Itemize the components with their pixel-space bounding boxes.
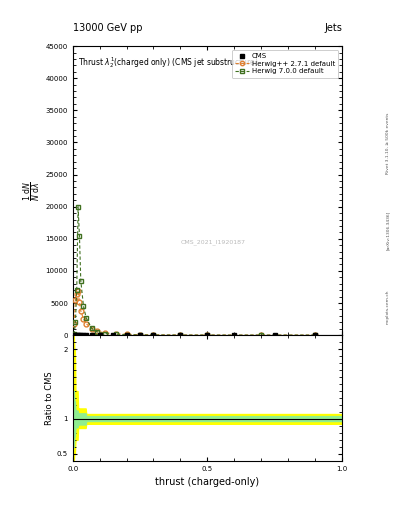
CMS — [76, 332, 81, 338]
Herwig 7.0.0 default — [138, 332, 142, 338]
Herwig 7.0.0 default — [72, 331, 76, 337]
CMS — [74, 332, 79, 338]
Herwig 7.0.0 default — [74, 287, 79, 293]
Herwig 7.0.0 default — [79, 278, 83, 284]
Herwig++ 2.7.1 default — [259, 332, 264, 338]
Herwig++ 2.7.1 default — [313, 332, 318, 338]
Herwig 7.0.0 default — [84, 315, 88, 321]
Text: Thrust $\lambda_{2}^{1}$(charged only) (CMS jet substructure): Thrust $\lambda_{2}^{1}$(charged only) (… — [78, 55, 259, 70]
Herwig++ 2.7.1 default — [72, 321, 76, 327]
Herwig++ 2.7.1 default — [124, 331, 129, 337]
Herwig 7.0.0 default — [205, 332, 210, 338]
Herwig++ 2.7.1 default — [79, 308, 83, 314]
Text: Rivet 3.1.10, ≥ 500k events: Rivet 3.1.10, ≥ 500k events — [386, 113, 390, 174]
Herwig 7.0.0 default — [89, 325, 94, 331]
CMS — [97, 332, 102, 338]
Herwig++ 2.7.1 default — [81, 316, 86, 322]
Herwig++ 2.7.1 default — [95, 328, 99, 334]
Line: Herwig++ 2.7.1 default: Herwig++ 2.7.1 default — [72, 289, 318, 337]
Text: 13000 GeV pp: 13000 GeV pp — [73, 23, 142, 33]
Herwig++ 2.7.1 default — [205, 332, 210, 338]
Herwig 7.0.0 default — [124, 332, 129, 338]
CMS — [81, 332, 86, 338]
CMS — [313, 332, 318, 338]
CMS — [124, 332, 129, 338]
Herwig++ 2.7.1 default — [89, 326, 94, 332]
CMS — [71, 332, 76, 338]
CMS — [272, 332, 277, 338]
Herwig 7.0.0 default — [73, 319, 78, 325]
CMS — [79, 332, 83, 338]
Herwig 7.0.0 default — [259, 332, 264, 338]
CMS — [84, 332, 88, 338]
Herwig 7.0.0 default — [103, 330, 107, 336]
Line: Herwig 7.0.0 default: Herwig 7.0.0 default — [72, 204, 318, 337]
Line: CMS: CMS — [71, 333, 317, 337]
Herwig++ 2.7.1 default — [138, 332, 142, 338]
CMS — [89, 332, 94, 338]
CMS — [73, 332, 78, 338]
Herwig++ 2.7.1 default — [84, 321, 88, 327]
Herwig 7.0.0 default — [313, 332, 318, 338]
Text: CMS_2021_I1920187: CMS_2021_I1920187 — [180, 240, 245, 245]
Herwig 7.0.0 default — [77, 232, 82, 239]
X-axis label: thrust (charged-only): thrust (charged-only) — [155, 477, 259, 487]
Herwig 7.0.0 default — [81, 303, 86, 309]
CMS — [111, 332, 116, 338]
Herwig++ 2.7.1 default — [76, 288, 81, 294]
Herwig++ 2.7.1 default — [77, 298, 82, 305]
Herwig++ 2.7.1 default — [73, 297, 78, 303]
Herwig++ 2.7.1 default — [151, 332, 156, 338]
CMS — [151, 332, 156, 338]
Herwig 7.0.0 default — [114, 331, 118, 337]
Herwig 7.0.0 default — [76, 204, 81, 210]
Herwig++ 2.7.1 default — [74, 291, 79, 297]
Herwig++ 2.7.1 default — [103, 330, 107, 336]
CMS — [178, 332, 183, 338]
Y-axis label: Ratio to CMS: Ratio to CMS — [45, 371, 54, 425]
Text: mcplots.cern.ch: mcplots.cern.ch — [386, 290, 390, 325]
CMS — [138, 332, 142, 338]
Herwig++ 2.7.1 default — [178, 332, 183, 338]
Herwig 7.0.0 default — [151, 332, 156, 338]
Legend: CMS, Herwig++ 2.7.1 default, Herwig 7.0.0 default: CMS, Herwig++ 2.7.1 default, Herwig 7.0.… — [231, 50, 338, 78]
CMS — [77, 332, 82, 338]
Y-axis label: $\frac{1}{N}\frac{\mathrm{d}N}{\mathrm{d}\lambda}$: $\frac{1}{N}\frac{\mathrm{d}N}{\mathrm{d… — [21, 181, 42, 201]
CMS — [232, 332, 237, 338]
Herwig 7.0.0 default — [95, 329, 99, 335]
CMS — [205, 332, 210, 338]
Herwig 7.0.0 default — [178, 332, 183, 338]
Text: Jets: Jets — [324, 23, 342, 33]
Text: [arXiv:1306.3436]: [arXiv:1306.3436] — [386, 211, 390, 250]
Herwig++ 2.7.1 default — [114, 331, 118, 337]
